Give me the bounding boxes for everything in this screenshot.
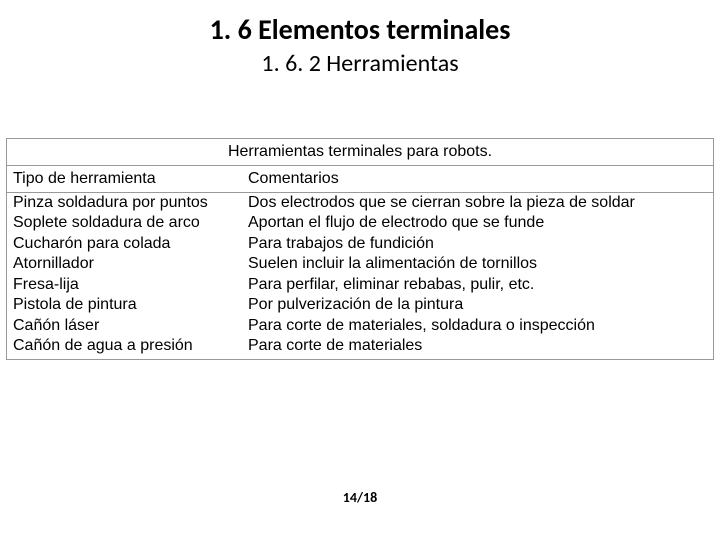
table-row: Cañón láser Para corte de materiales, so… bbox=[7, 316, 713, 336]
table-row: Cucharón para colada Para trabajos de fu… bbox=[7, 234, 713, 254]
cell-tool: Fresa-lija bbox=[7, 275, 242, 295]
cell-tool: Cucharón para colada bbox=[7, 234, 242, 254]
cell-comment: Por pulverización de la pintura bbox=[242, 295, 713, 315]
page-number: 14/18 bbox=[0, 489, 720, 506]
cell-tool: Soplete soldadura de arco bbox=[7, 213, 242, 233]
cell-tool: Pistola de pintura bbox=[7, 295, 242, 315]
table-header-tool: Tipo de herramienta bbox=[7, 166, 242, 192]
cell-comment: Para corte de materiales bbox=[242, 336, 713, 356]
page-title: 1. 6 Elementos terminales bbox=[0, 12, 720, 47]
cell-comment: Dos electrodos que se cierran sobre la p… bbox=[242, 193, 713, 213]
table-row: Soplete soldadura de arco Aportan el flu… bbox=[7, 213, 713, 233]
table-caption: Herramientas terminales para robots. bbox=[7, 139, 713, 166]
slide: 1. 6 Elementos terminales 1. 6. 2 Herram… bbox=[0, 0, 720, 540]
table-body: Pinza soldadura por puntos Dos electrodo… bbox=[7, 193, 713, 359]
table-row: Fresa-lija Para perfilar, eliminar rebab… bbox=[7, 275, 713, 295]
table-header-comment: Comentarios bbox=[242, 166, 713, 192]
cell-comment: Aportan el flujo de electrodo que se fun… bbox=[242, 213, 713, 233]
cell-tool: Cañón de agua a presión bbox=[7, 336, 242, 356]
cell-comment: Para trabajos de fundición bbox=[242, 234, 713, 254]
table-header-row: Tipo de herramienta Comentarios bbox=[7, 166, 713, 193]
cell-comment: Suelen incluir la alimentación de tornil… bbox=[242, 254, 713, 274]
cell-comment: Para perfilar, eliminar rebabas, pulir, … bbox=[242, 275, 713, 295]
cell-tool: Cañón láser bbox=[7, 316, 242, 336]
cell-comment: Para corte de materiales, soldadura o in… bbox=[242, 316, 713, 336]
table-row: Atornillador Suelen incluir la alimentac… bbox=[7, 254, 713, 274]
table-row: Cañón de agua a presión Para corte de ma… bbox=[7, 336, 713, 356]
tools-table: Herramientas terminales para robots. Tip… bbox=[6, 138, 714, 360]
page-subtitle: 1. 6. 2 Herramientas bbox=[0, 49, 720, 78]
cell-tool: Pinza soldadura por puntos bbox=[7, 193, 242, 213]
table-row: Pistola de pintura Por pulverización de … bbox=[7, 295, 713, 315]
cell-tool: Atornillador bbox=[7, 254, 242, 274]
table-row: Pinza soldadura por puntos Dos electrodo… bbox=[7, 193, 713, 213]
